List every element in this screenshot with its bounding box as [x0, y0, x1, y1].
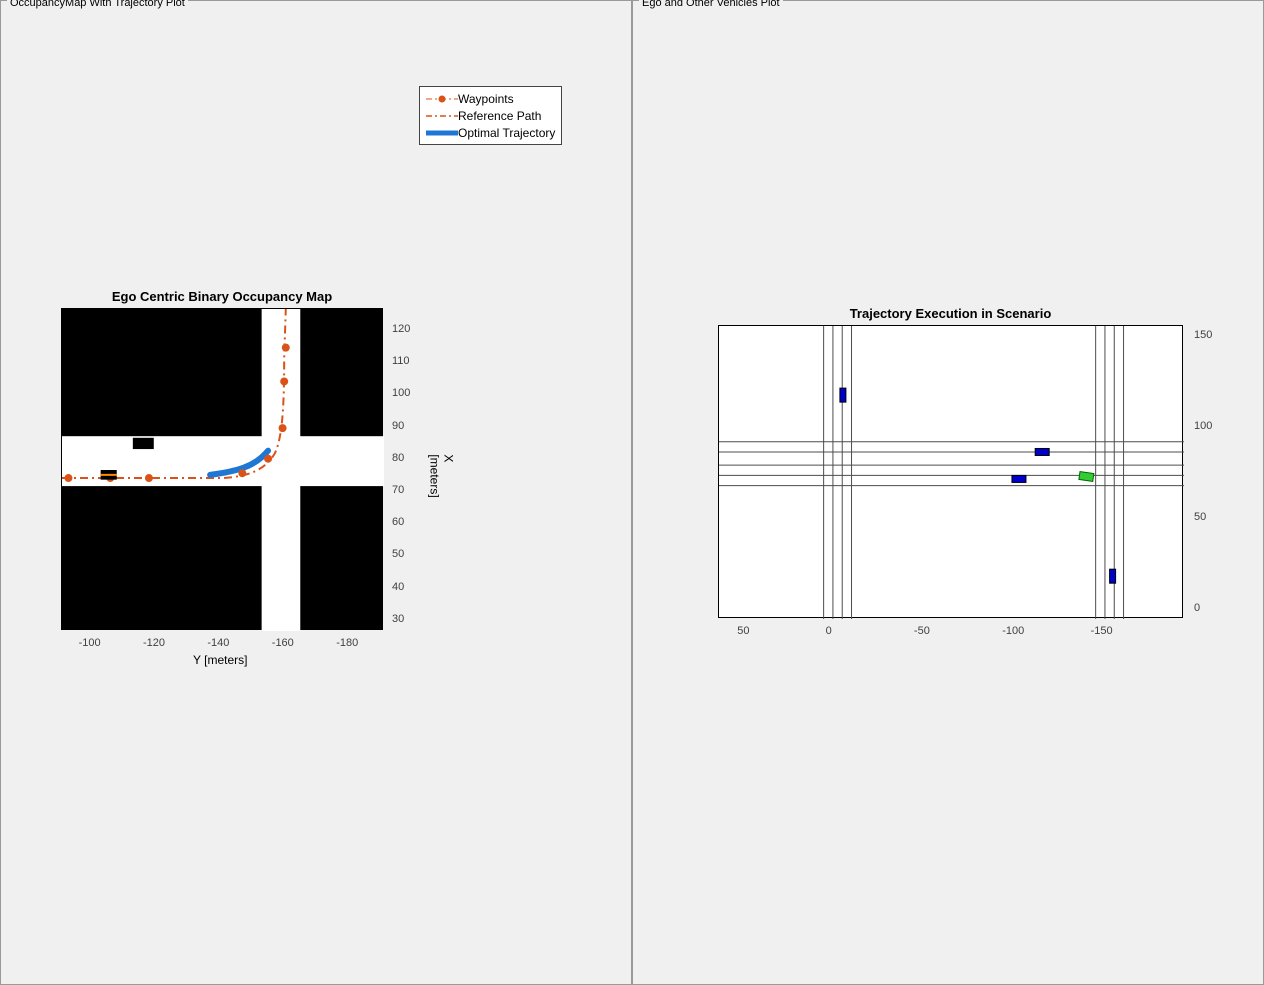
panel-title-right: Ego and Other Vehicles Plot	[639, 0, 783, 9]
legend-item: Waypoints	[426, 90, 555, 107]
y-tick-label: 50	[1194, 511, 1206, 523]
y-tick-label: 150	[1194, 329, 1212, 341]
legend-box: Waypoints Reference Path Optimal Trajector…	[419, 86, 562, 145]
y-tick-label: 30	[392, 613, 404, 625]
x-tick-label: -150	[1091, 625, 1113, 637]
y-tick-label: 40	[392, 581, 404, 593]
legend-item: Reference Path	[426, 107, 555, 124]
y-tick-label: 50	[392, 548, 404, 560]
legend-label: Waypoints	[458, 92, 514, 106]
legend-swatch	[426, 126, 458, 140]
y-tick-label: 100	[1194, 420, 1212, 432]
occupancy-chart: Ego Centric Binary Occupancy Map 1201101…	[61, 289, 383, 630]
x-tick-label: -140	[207, 637, 229, 649]
x-tick-label: -100	[79, 637, 101, 649]
occupancy-axes: 12011010090807060504030-100-120-140-160-…	[61, 308, 383, 630]
scenario-axes: 150100500500-50-100-150	[718, 325, 1183, 618]
x-tick-label: -180	[336, 637, 358, 649]
scenario-chart-title: Trajectory Execution in Scenario	[718, 306, 1183, 321]
y-tick-label: 70	[392, 484, 404, 496]
y-tick-label: 120	[392, 323, 410, 335]
x-tick-label: -160	[272, 637, 294, 649]
x-tick-label: -120	[143, 637, 165, 649]
scenario-panel: Ego and Other Vehicles Plot Trajectory E…	[632, 0, 1264, 985]
panel-title-left: OccupancyMap With Trajectory Plot	[7, 0, 188, 9]
scenario-chart: Trajectory Execution in Scenario 1501005…	[718, 306, 1183, 618]
legend-label: Optimal Trajectory	[458, 126, 555, 140]
y-tick-label: 110	[392, 355, 410, 367]
legend-swatch	[426, 109, 458, 123]
x-tick-label: 0	[826, 625, 832, 637]
y-tick-label: 90	[392, 420, 404, 432]
occupancy-map-panel: OccupancyMap With Trajectory Plot Waypoi…	[0, 0, 632, 985]
x-axis-label: Y [meters]	[193, 653, 247, 667]
legend-swatch	[426, 92, 458, 106]
x-tick-label: -50	[914, 625, 930, 637]
legend-label: Reference Path	[458, 109, 541, 123]
y-tick-label: 100	[392, 387, 410, 399]
legend-item: Optimal Trajectory	[426, 124, 555, 141]
y-axis-label: X [meters]	[428, 454, 456, 497]
y-tick-label: 60	[392, 516, 404, 528]
y-tick-label: 0	[1194, 602, 1200, 614]
y-tick-label: 80	[392, 452, 404, 464]
x-tick-label: -100	[1002, 625, 1024, 637]
x-tick-label: 50	[737, 625, 749, 637]
occupancy-chart-title: Ego Centric Binary Occupancy Map	[61, 289, 383, 304]
